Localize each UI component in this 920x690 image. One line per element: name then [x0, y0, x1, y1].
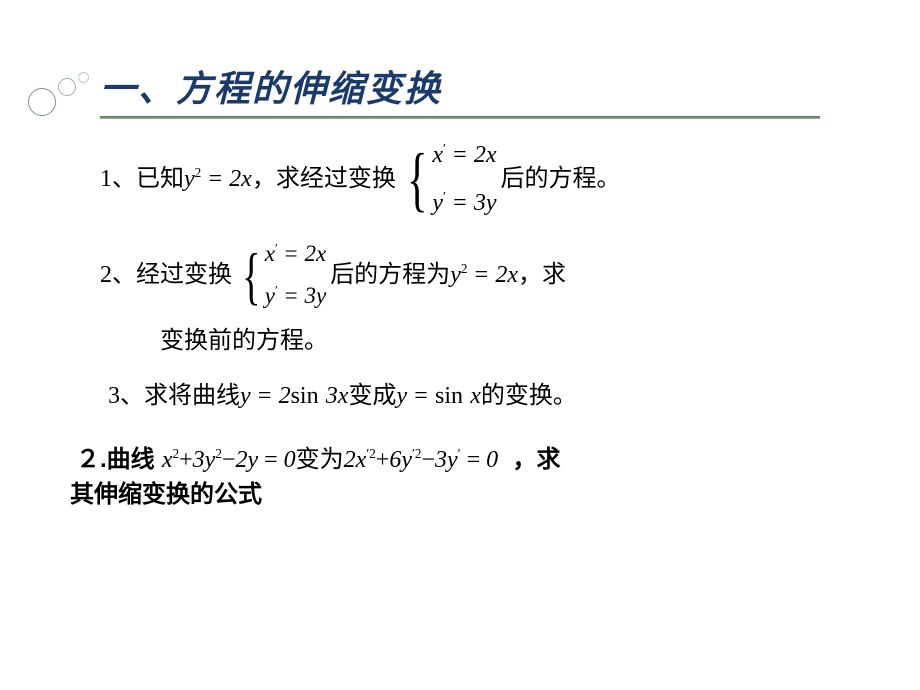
- slide: 一、方程的伸缩变换 1、已知 y2=2x ，求经过变换 { x′=2x y′=3…: [0, 0, 920, 569]
- p2-eq-result: y2=2x: [450, 259, 518, 293]
- content-area: 1、已知 y2=2x ，求经过变换 { x′=2x y′=3y 后的方程。 2、…: [100, 139, 840, 511]
- p1-sys-line1: x′=2x: [432, 139, 496, 173]
- decorative-circle-medium: [58, 78, 76, 96]
- p2-line2-text: 变换前的方程。: [160, 325, 328, 359]
- problem-2-line2: 变换前的方程。: [160, 325, 840, 359]
- p3-mid: 变成: [348, 380, 396, 414]
- p2-tail1: ，求: [518, 259, 566, 293]
- page-title: 一、方程的伸缩变换: [100, 60, 840, 112]
- p2-lead: 2、经过变换: [100, 259, 232, 293]
- p1-sys-line2: y′=3y: [432, 187, 496, 221]
- decorative-circle-large: [28, 88, 56, 116]
- p4-eq-from: x2+3y2−2y = 0: [162, 442, 296, 478]
- p4-tail: ，求: [513, 442, 561, 478]
- p3-lead: 3、求将曲线: [108, 380, 240, 414]
- problem-3: 3、求将曲线 y=2sin3x 变成 y=sinx 的变换。: [108, 380, 840, 414]
- p4-mid: 变为: [296, 442, 344, 478]
- problem-4: ２.曲线 x2+3y2−2y = 0 变为 2x′2+6y′2−3y′ = 0 …: [76, 442, 840, 478]
- decorative-circle-small: [78, 72, 89, 83]
- title-underline: [100, 116, 820, 119]
- problem-1: 1、已知 y2=2x ，求经过变换 { x′=2x y′=3y 后的方程。: [100, 139, 840, 220]
- p1-lead: 1、已知: [100, 163, 184, 197]
- p4-eq-to: 2x′2+6y′2−3y′ = 0: [344, 442, 498, 478]
- p3-tail: 的变换。: [481, 380, 577, 414]
- problem-2: 2、经过变换 { x′=2x y′=3y 后的方程为 y2=2x ，求: [100, 238, 840, 312]
- p1-system: { x′=2x y′=3y: [400, 139, 497, 220]
- p2-sys-line1: x′=2x: [265, 238, 326, 270]
- p1-tail: 后的方程。: [501, 163, 621, 197]
- p2-system: { x′=2x y′=3y: [236, 238, 326, 312]
- p2-mid: 后的方程为: [330, 259, 450, 293]
- p1-eq-given: y2=2x: [184, 163, 252, 197]
- p3-eq-from: y=2sin3x: [240, 380, 348, 414]
- p1-mid: ，求经过变换: [252, 163, 396, 197]
- p3-eq-to: y=sinx: [396, 380, 480, 414]
- p4-line2-text: 其伸缩变换的公式: [70, 478, 262, 512]
- p2-sys-line2: y′=3y: [265, 280, 326, 312]
- problem-4-line2: 其伸缩变换的公式: [70, 478, 840, 512]
- p4-lead: ２.曲线: [76, 442, 155, 478]
